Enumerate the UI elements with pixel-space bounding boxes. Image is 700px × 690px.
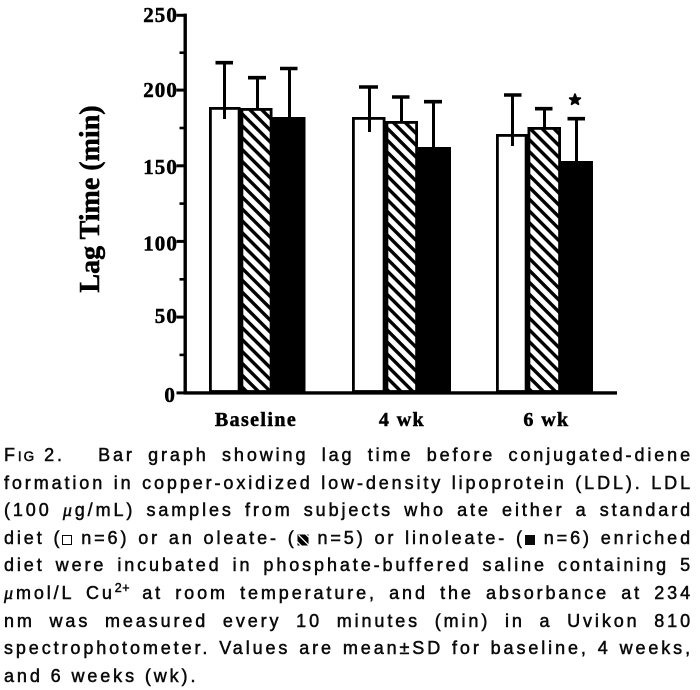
svg-text:100: 100 — [143, 231, 178, 255]
svg-text:4 wk: 4 wk — [379, 409, 425, 431]
svg-text:Baseline: Baseline — [215, 409, 297, 431]
svg-text:Lag Time (min): Lag Time (min) — [75, 105, 106, 292]
svg-text:250: 250 — [143, 3, 178, 27]
svg-text:150: 150 — [143, 155, 178, 179]
svg-text:50: 50 — [155, 304, 178, 328]
svg-text:0: 0 — [164, 383, 176, 407]
svg-text:6 wk: 6 wk — [523, 409, 569, 431]
svg-text:200: 200 — [143, 78, 178, 102]
